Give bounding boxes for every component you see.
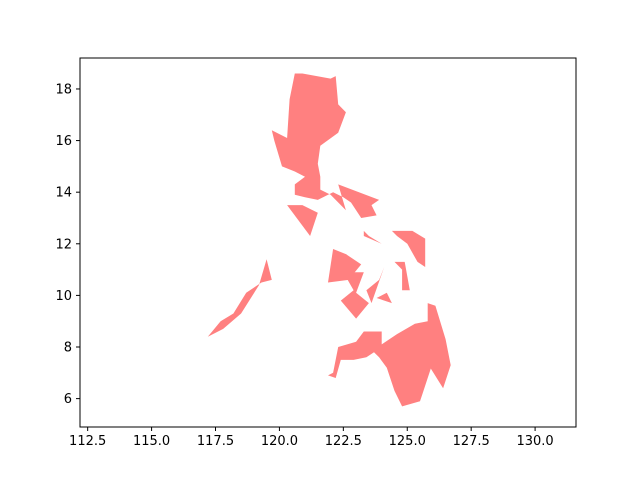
x-tick-label: 130.0 bbox=[516, 434, 553, 449]
y-tick-label: 16 bbox=[55, 134, 72, 149]
plot-frame bbox=[79, 57, 577, 428]
region-leyte bbox=[394, 261, 410, 291]
y-tick-label: 8 bbox=[64, 341, 72, 356]
region-palawan bbox=[207, 259, 272, 337]
region-mindoro bbox=[287, 205, 318, 236]
region-negros bbox=[340, 272, 369, 319]
x-tick-label: 120.0 bbox=[261, 434, 298, 449]
y-tick-label: 6 bbox=[64, 392, 72, 407]
x-tick-label: 115.0 bbox=[133, 434, 170, 449]
region-masbate bbox=[363, 230, 382, 244]
region-mindanao bbox=[328, 303, 451, 407]
x-tick-label: 117.5 bbox=[197, 434, 234, 449]
regions-layer bbox=[207, 73, 451, 407]
region-bohol bbox=[376, 292, 392, 304]
y-tick-label: 14 bbox=[55, 186, 72, 201]
x-tick-label: 127.5 bbox=[453, 434, 490, 449]
y-tick-label: 18 bbox=[55, 82, 72, 97]
x-tick-label: 125.0 bbox=[389, 434, 426, 449]
x-tick-label: 122.5 bbox=[325, 434, 362, 449]
y-tick-label: 12 bbox=[55, 237, 72, 252]
x-axis-ticks: 112.5 115.0 117.5 120.0 122.5 125.0 127.5 130.0 bbox=[69, 427, 554, 449]
y-axis-ticks: 6 8 10 12 14 16 18 bbox=[55, 82, 80, 407]
x-tick-label: 112.5 bbox=[69, 434, 106, 449]
region-cebu bbox=[366, 267, 385, 304]
region-samar bbox=[391, 230, 426, 267]
region-luzon bbox=[271, 73, 380, 218]
y-tick-label: 10 bbox=[55, 289, 72, 304]
